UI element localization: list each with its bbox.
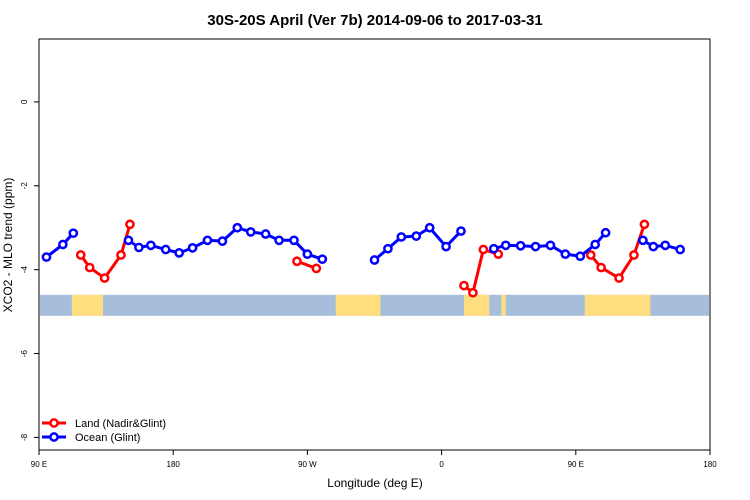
data-point [530, 241, 541, 252]
data-point [302, 249, 313, 259]
data-point [560, 249, 571, 259]
y-tick-label: -4 [20, 266, 29, 274]
y-tick-label: -8 [20, 433, 29, 441]
data-point [232, 222, 243, 233]
data-point [488, 243, 499, 254]
data-point [675, 244, 686, 255]
land-patch [335, 294, 381, 316]
x-tick-label: 180 [167, 460, 181, 469]
legend: Land (Nadir&Glint) Ocean (Glint) [42, 418, 166, 444]
data-point [441, 241, 451, 252]
legend-marker [49, 418, 59, 428]
data-point [629, 250, 639, 260]
data-point [596, 262, 606, 273]
data-point [459, 280, 469, 291]
data-point [585, 250, 596, 260]
data-point [545, 240, 556, 251]
data-point [174, 248, 185, 258]
x-tick-label: 90 E [31, 460, 47, 469]
data-point [424, 222, 435, 233]
data-point [116, 250, 126, 260]
data-point [58, 239, 68, 250]
data-point [648, 241, 659, 252]
data-point [478, 244, 489, 255]
land-ocean-band [40, 294, 709, 316]
data-point [245, 227, 256, 237]
data-point [84, 262, 95, 273]
x-axis: 90 E 180 90 W 0 90 E 180 [31, 450, 717, 469]
y-tick-label: 0 [20, 99, 29, 104]
data-point [638, 235, 648, 246]
y-axis: 0 -2 -4 -6 -8 [20, 99, 39, 441]
data-point [289, 235, 299, 246]
data-point [202, 235, 213, 246]
data-point [590, 239, 601, 250]
plot-frame [38, 38, 711, 451]
x-tick-label: 0 [439, 460, 444, 469]
data-point [292, 256, 302, 267]
data-point [99, 273, 110, 283]
data-point [41, 252, 52, 262]
data-point [515, 240, 526, 251]
data-point [217, 236, 228, 246]
data-point [575, 251, 586, 262]
x-tick-label: 90 E [568, 460, 584, 469]
data-point [639, 219, 650, 230]
data-point [187, 243, 198, 253]
series-line [463, 248, 499, 295]
land-patch [584, 294, 651, 316]
land-patch [501, 294, 506, 316]
data-point [123, 235, 134, 246]
y-tick-label: -6 [20, 349, 29, 357]
data-point [660, 240, 671, 251]
legend-marker [49, 432, 59, 442]
x-axis-label: Longitude (deg E) [327, 476, 422, 490]
chart-title: 30S-20S April (Ver 7b) 2014-09-06 to 201… [207, 12, 542, 29]
data-point [134, 242, 144, 253]
data-point [260, 229, 271, 239]
data-point [500, 240, 511, 251]
series-layer [41, 219, 686, 298]
data-point [317, 254, 328, 265]
data-point [274, 235, 284, 246]
data-point [160, 244, 171, 255]
data-point [75, 250, 86, 260]
series-line [642, 239, 681, 251]
land-patch [71, 294, 104, 316]
x-tick-label: 180 [703, 460, 717, 469]
data-point [600, 227, 611, 238]
data-point [614, 273, 624, 283]
y-tick-label: -2 [20, 182, 29, 190]
data-point [145, 240, 156, 251]
y-axis-label: XCO2 - MLO trend (ppm) [1, 178, 15, 313]
land-patch [463, 294, 490, 316]
legend-label: Land (Nadir&Glint) [75, 418, 166, 430]
legend-label: Ocean (Glint) [75, 432, 140, 444]
data-point [411, 231, 422, 241]
data-point [369, 255, 380, 265]
data-point [456, 226, 466, 236]
data-point [468, 287, 478, 298]
x-tick-label: 90 W [298, 460, 317, 469]
data-point [311, 263, 322, 274]
data-point [383, 243, 393, 254]
data-point [125, 219, 135, 230]
data-point [68, 228, 79, 239]
data-point [396, 232, 407, 242]
